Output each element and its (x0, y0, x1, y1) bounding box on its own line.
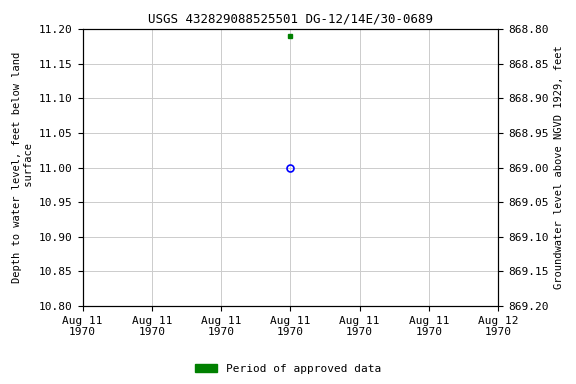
Legend: Period of approved data: Period of approved data (191, 359, 385, 379)
Title: USGS 432829088525501 DG-12/14E/30-0689: USGS 432829088525501 DG-12/14E/30-0689 (148, 12, 433, 25)
Y-axis label: Groundwater level above NGVD 1929, feet: Groundwater level above NGVD 1929, feet (554, 46, 564, 290)
Y-axis label: Depth to water level, feet below land
 surface: Depth to water level, feet below land su… (12, 52, 33, 283)
